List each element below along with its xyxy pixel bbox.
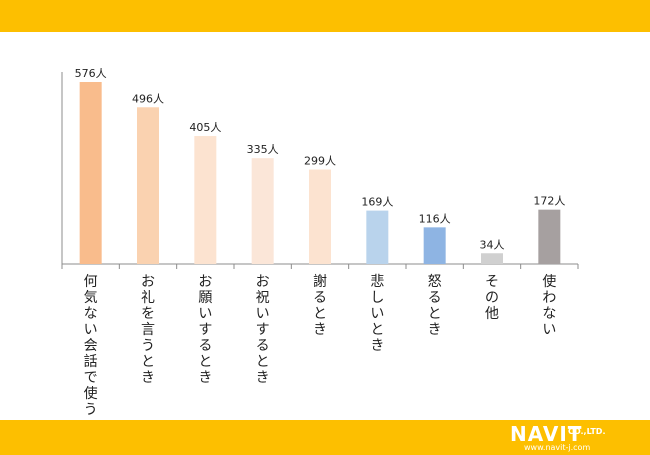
value-label-4: 299人 [304, 155, 336, 168]
bar-1 [137, 107, 159, 265]
bar-4 [309, 169, 331, 264]
category-label-4: 謝るとき [313, 274, 327, 338]
category-label-7: その他 [485, 274, 499, 322]
logo-suffix: CO.,LTD. [568, 427, 606, 436]
value-label-0: 576人 [75, 67, 107, 80]
bar-7 [481, 253, 503, 264]
value-label-2: 405人 [189, 121, 221, 134]
category-label-6: 怒るとき [428, 274, 442, 338]
bottom-band [0, 420, 650, 455]
value-label-3: 335人 [247, 143, 279, 156]
navit-logo: NAVIT CO.,LTD. www.navit-j.com [510, 423, 640, 453]
value-label-1: 496人 [132, 92, 164, 105]
category-label-2: お願いするとき [198, 274, 212, 386]
bar-8 [538, 209, 561, 264]
value-label-6: 116人 [419, 212, 451, 225]
bar-3 [251, 158, 274, 264]
bar-5 [366, 210, 389, 264]
category-label-0: 何気ない会話で使う [84, 274, 98, 418]
bar-6 [423, 227, 446, 264]
logo-brand: NAVIT [510, 422, 583, 446]
category-label-5: 悲しいとき [370, 273, 384, 354]
category-label-1: お礼を言うとき [141, 274, 155, 386]
logo-url: www.navit-j.com [524, 443, 591, 452]
bar-0 [79, 82, 102, 264]
category-label-3: お祝いするとき [256, 274, 270, 386]
value-label-8: 172人 [533, 195, 565, 208]
value-label-5: 169人 [361, 196, 393, 209]
value-label-7: 34人 [480, 238, 505, 251]
top-band [0, 0, 650, 32]
category-label-8: 使わない [542, 273, 556, 338]
bar-2 [194, 136, 217, 264]
